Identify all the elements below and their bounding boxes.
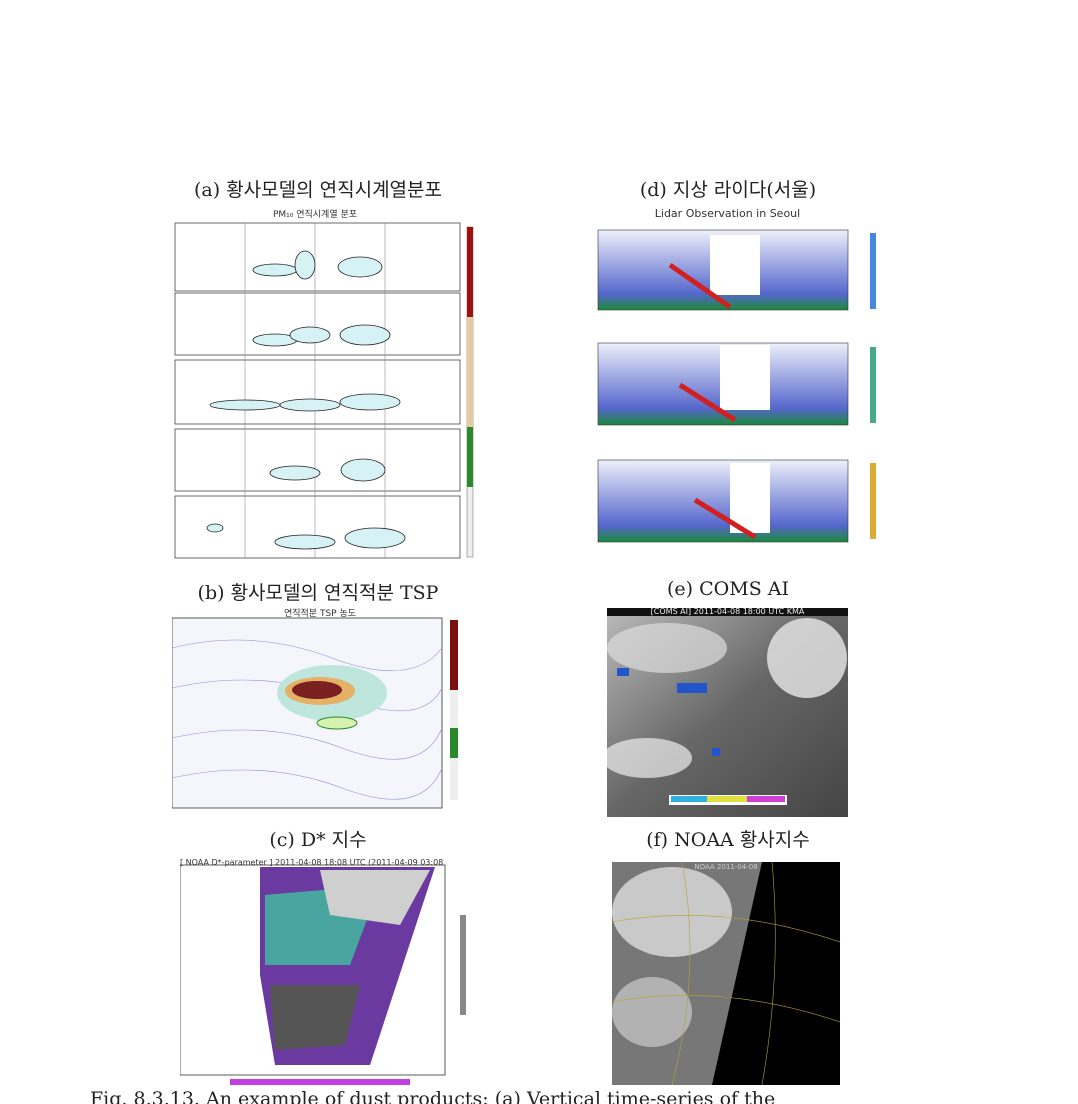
model-tsp-image: [172, 617, 458, 809]
coms-ai-image: [607, 608, 848, 817]
panel-title: [COMS AI] 2011-04-08 18:00 UTC KMA: [650, 607, 805, 616]
panel-title: NOAA 2011-04-08: [694, 863, 758, 871]
panel-caption: (c) D* 지수: [269, 829, 367, 851]
panel-title: Lidar Observation in Seoul: [654, 207, 801, 220]
panel-caption: (a) 황사모델의 연직시계열분포: [194, 179, 442, 201]
lidar-image: [597, 229, 876, 543]
figure-caption: Fig. 8.3.13. An example of dust products…: [90, 1088, 776, 1104]
panel-title: PM₁₀ 연직시계열 분포: [272, 210, 358, 220]
noaa-image: [612, 862, 840, 1085]
model-vertical-image: [145, 205, 485, 570]
panel-title: [ NOAA D*-parameter ] 2011-04-08 18:08 U…: [180, 858, 445, 867]
panel-caption: (f) NOAA 황사지수: [646, 829, 810, 851]
panel-title: 연직적분 TSP 농도: [283, 609, 357, 619]
panel-caption: (e) COMS AI: [667, 578, 789, 600]
panel-caption: (d) 지상 라이다(서울): [639, 179, 817, 201]
d-star-image: [180, 864, 466, 1085]
panel-caption: (b) 황사모델의 연직적분 TSP: [197, 582, 439, 604]
